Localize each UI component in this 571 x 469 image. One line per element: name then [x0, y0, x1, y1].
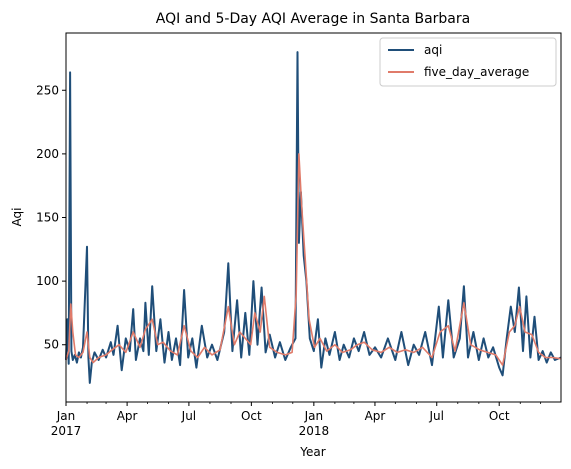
y-tick-label: 100	[36, 274, 59, 288]
y-tick-label: 50	[44, 338, 59, 352]
x-tick-label: Jan	[304, 409, 324, 423]
plot-area	[65, 51, 562, 384]
x-tick-label: Oct	[489, 409, 510, 423]
x-tick-year-label: 2018	[299, 424, 330, 438]
x-tick-label: Oct	[241, 409, 262, 423]
series-line-aqi	[65, 51, 562, 384]
legend-label-five-day-average: five_day_average	[424, 65, 529, 79]
x-tick-label: Jul	[428, 409, 443, 423]
x-tick-year-label: 2017	[51, 424, 82, 438]
y-tick-label: 200	[36, 147, 59, 161]
legend-label-aqi: aqi	[424, 43, 442, 57]
x-tick-label: Apr	[117, 409, 138, 423]
y-tick-label: 250	[36, 83, 59, 97]
y-axis-label: Aqi	[10, 208, 24, 227]
series-line-five-day-average	[65, 153, 562, 366]
legend-box	[379, 37, 557, 87]
legend: aqi five_day_average	[379, 37, 557, 87]
chart-title: AQI and 5-Day AQI Average in Santa Barba…	[156, 11, 470, 27]
x-tick-label: Jan	[56, 409, 76, 423]
x-tick-label: Apr	[365, 409, 386, 423]
y-axis: 50 100 150 200 250	[36, 83, 66, 352]
x-tick-label: Jul	[181, 409, 196, 423]
y-tick-label: 150	[36, 211, 59, 225]
x-axis-label: Year	[299, 445, 325, 459]
